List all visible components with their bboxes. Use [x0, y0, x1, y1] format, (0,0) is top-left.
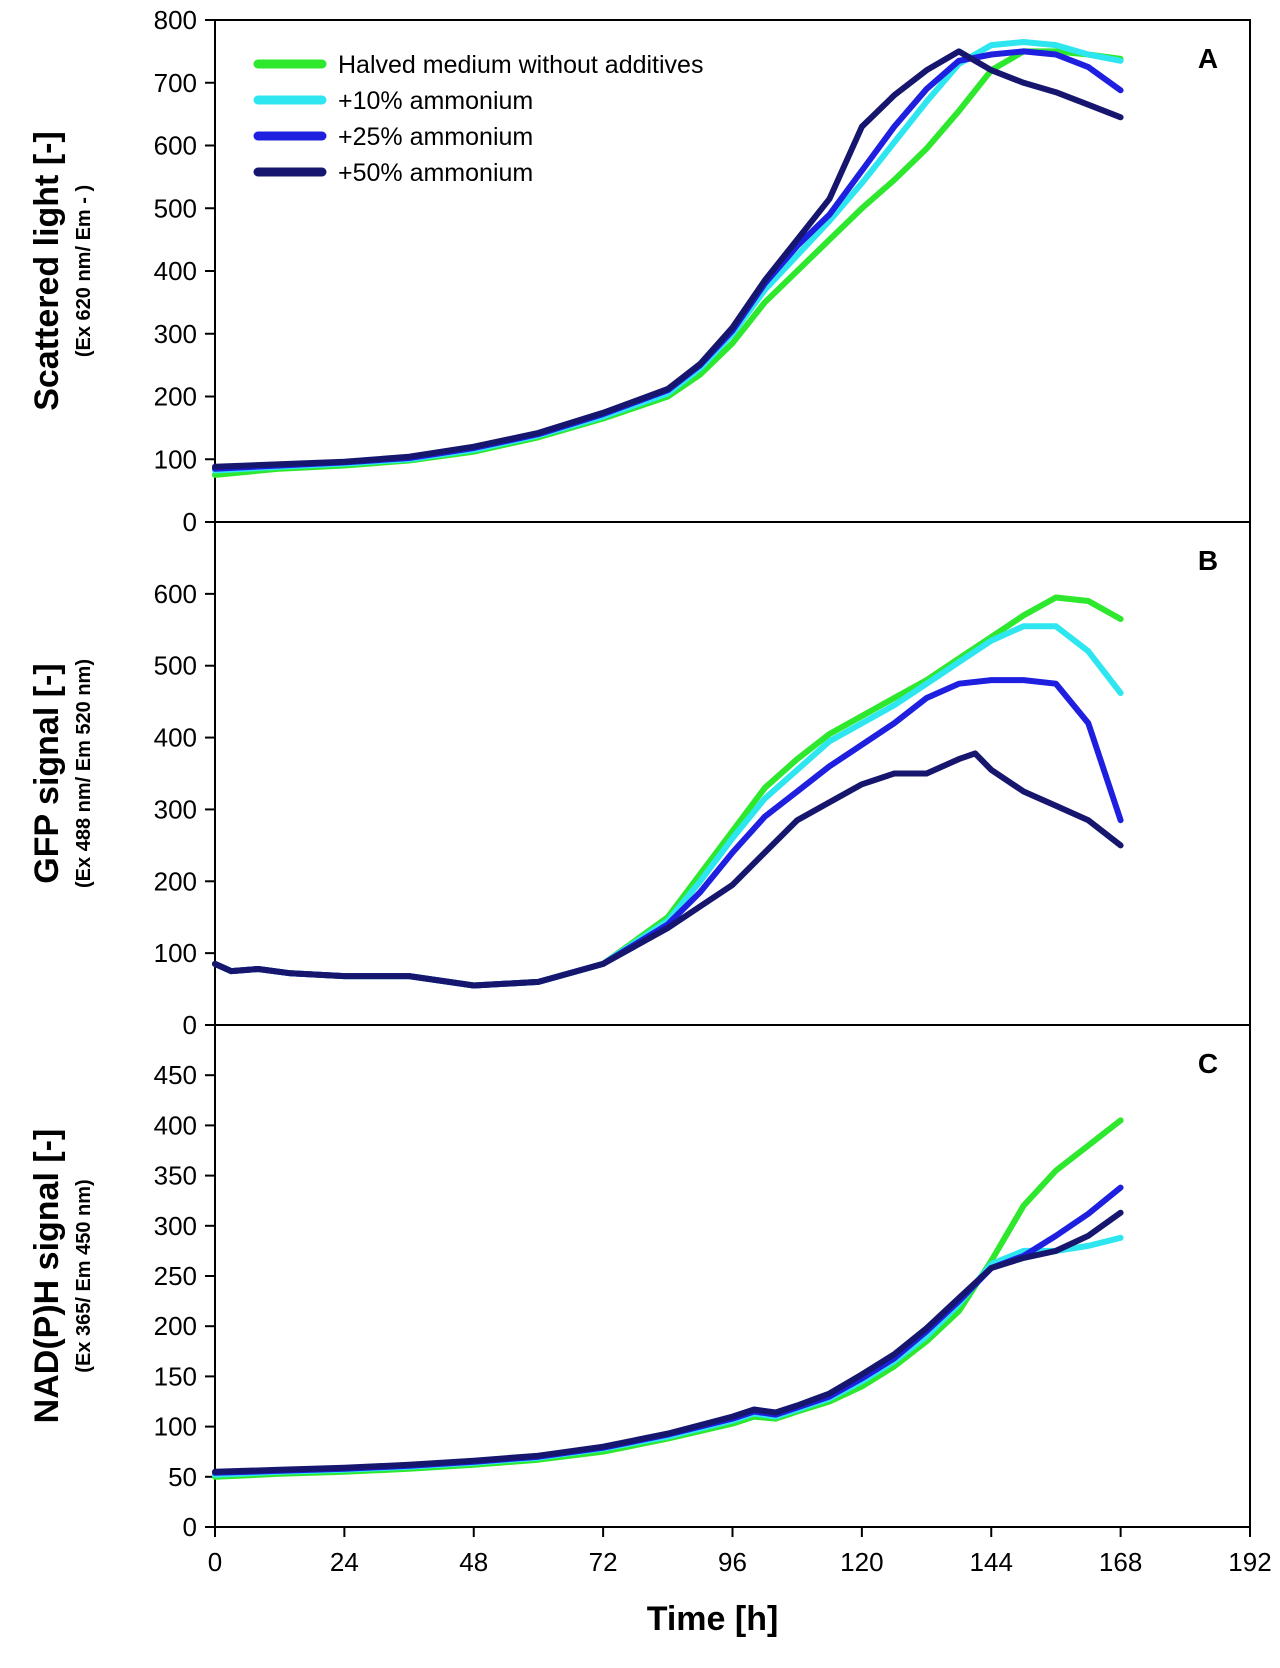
- series-line: [212, 1117, 1124, 1480]
- legend-label: Halved medium without additives: [338, 51, 703, 79]
- x-tick-label: 144: [970, 1547, 1013, 1577]
- x-tick-label: 48: [459, 1547, 488, 1577]
- y-tick-label: 350: [154, 1161, 197, 1191]
- panel-a: 0 100 200 300 400 500 600 700 800 Scattered light…: [28, 5, 1251, 537]
- y-tick-label: 700: [154, 68, 197, 98]
- series-line: [212, 1209, 1124, 1475]
- y-axis-label: GFP signal [-]: [28, 663, 66, 883]
- x-axis-label: Time [h]: [647, 1600, 779, 1638]
- panel-letter: B: [1198, 545, 1218, 576]
- y-axis-label: NAD(P)H signal [-]: [28, 1129, 66, 1424]
- y-tick-label: 600: [154, 579, 197, 609]
- y-tick-label: 200: [154, 1311, 197, 1341]
- y-tick-label: 300: [154, 794, 197, 824]
- y-tick-label: 200: [154, 382, 197, 412]
- y-tick-label: 400: [154, 256, 197, 286]
- series-line: [212, 750, 1124, 989]
- y-tick-label: 400: [154, 723, 197, 753]
- y-tick-label: 0: [183, 1010, 197, 1040]
- legend-label: +10% ammonium: [338, 87, 533, 115]
- legend: Halved medium without additives +10% ammo…: [253, 51, 703, 187]
- legend-label: +50% ammonium: [338, 159, 533, 187]
- x-tick-label: 192: [1228, 1547, 1271, 1577]
- y-tick-label: 500: [154, 193, 197, 223]
- y-tick-label: 250: [154, 1261, 197, 1291]
- y-tick-label: 800: [154, 5, 197, 35]
- x-tick-label: 24: [330, 1547, 359, 1577]
- series-line: [212, 677, 1124, 989]
- panel-letter: C: [1198, 1048, 1218, 1079]
- y-tick-label: 600: [154, 131, 197, 161]
- y-tick-label: 150: [154, 1361, 197, 1391]
- series-line: [212, 1184, 1124, 1476]
- x-tick-label: 120: [840, 1547, 883, 1577]
- x-tick-label: 168: [1099, 1547, 1142, 1577]
- x-tick-label: 0: [208, 1547, 222, 1577]
- y-tick-label: 400: [154, 1110, 197, 1140]
- panel-c: 0 50 100 150 200 250 300 350 400 450 NAD(P)H signa…: [28, 1024, 1272, 1638]
- y-tick-label: 0: [183, 507, 197, 537]
- y-tick-label: 200: [154, 866, 197, 896]
- plot-frame: [214, 521, 1251, 1026]
- y-tick-label: 300: [154, 1211, 197, 1241]
- y-axis-sublabel: (Ex 620 nm/ Em - ): [73, 185, 95, 357]
- y-tick-label: 0: [183, 1512, 197, 1542]
- x-tick-label: 72: [589, 1547, 618, 1577]
- y-axis-sublabel: (Ex 365/ Em 450 nm): [73, 1179, 95, 1372]
- y-axis-sublabel: (Ex 488 nm/ Em 520 nm): [73, 659, 95, 888]
- y-tick-label: 100: [154, 1412, 197, 1442]
- y-tick-label: 500: [154, 651, 197, 681]
- y-tick-label: 100: [154, 938, 197, 968]
- legend-label: +25% ammonium: [338, 123, 533, 151]
- plot-frame: [214, 1024, 1251, 1528]
- panel-b: 0 100 200 300 400 500 600 GFP signal [-] (Ex 488…: [28, 521, 1251, 1040]
- x-tick-label: 96: [718, 1547, 747, 1577]
- series-line: [212, 48, 1124, 470]
- y-tick-label: 100: [154, 444, 197, 474]
- y-tick-label: 50: [168, 1462, 197, 1492]
- panel-letter: A: [1198, 43, 1218, 74]
- y-tick-label: 450: [154, 1060, 197, 1090]
- y-tick-label: 300: [154, 319, 197, 349]
- y-axis-label: Scattered light [-]: [28, 131, 66, 411]
